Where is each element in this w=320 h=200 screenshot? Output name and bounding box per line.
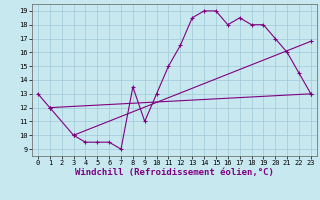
- X-axis label: Windchill (Refroidissement éolien,°C): Windchill (Refroidissement éolien,°C): [75, 168, 274, 177]
